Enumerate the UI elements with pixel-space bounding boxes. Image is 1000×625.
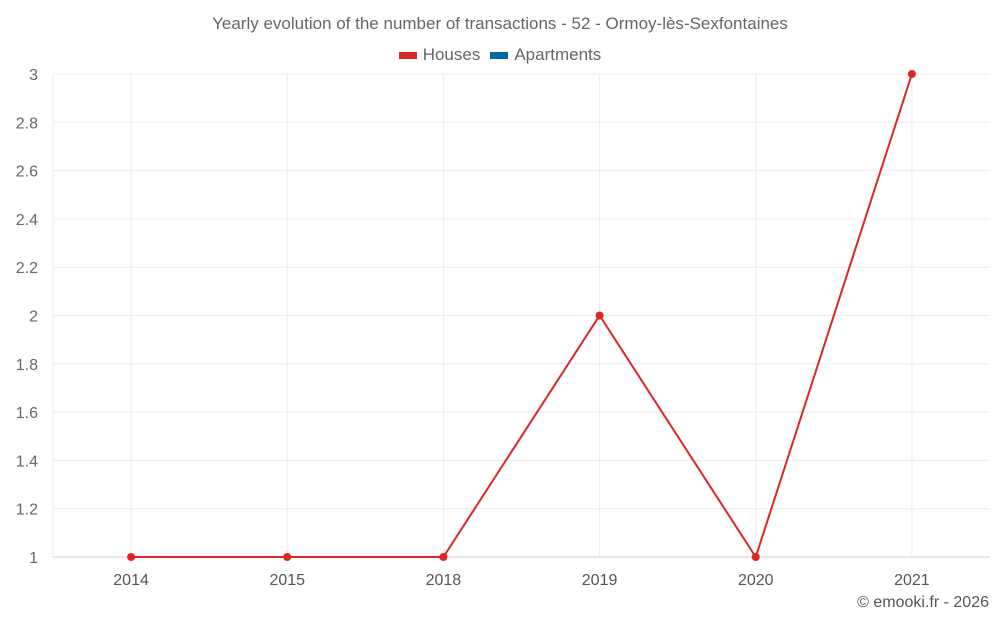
chart-title: Yearly evolution of the number of transa… bbox=[212, 14, 788, 33]
legend-label-apartments: Apartments bbox=[514, 45, 602, 64]
y-tick-label: 3 bbox=[29, 67, 38, 84]
legend-label-houses: Houses bbox=[422, 45, 481, 64]
data-point bbox=[127, 553, 136, 561]
credit: © emooki.fr - 2026 bbox=[857, 594, 989, 611]
x-tick-label: 2021 bbox=[894, 572, 930, 589]
data-point bbox=[751, 553, 760, 561]
x-tick-label: 2018 bbox=[426, 572, 462, 589]
data-point bbox=[907, 70, 916, 78]
legend-item-houses[interactable]: Houses bbox=[398, 45, 481, 65]
legend: Houses Apartments bbox=[0, 45, 1000, 65]
y-tick-label: 2.2 bbox=[16, 260, 38, 277]
x-tick-label: 2019 bbox=[582, 572, 618, 589]
y-tick-label: 2.4 bbox=[16, 212, 38, 229]
data-point bbox=[595, 311, 604, 320]
data-point bbox=[439, 553, 448, 561]
y-tick-label: 1.2 bbox=[16, 502, 38, 519]
x-tick-label: 2020 bbox=[738, 572, 774, 589]
y-tick-label: 1.4 bbox=[16, 453, 38, 470]
y-tick-label: 2.6 bbox=[16, 164, 38, 181]
data-point bbox=[283, 553, 292, 561]
x-tick-label: 2014 bbox=[113, 572, 149, 589]
legend-item-apartments[interactable]: Apartments bbox=[490, 45, 601, 65]
y-tick-label: 2 bbox=[29, 309, 38, 326]
y-tick-label: 1.6 bbox=[16, 405, 38, 422]
y-tick-label: 1 bbox=[29, 550, 38, 567]
y-tick-label: 1.8 bbox=[16, 357, 38, 374]
houses-swatch bbox=[398, 51, 417, 59]
apartments-swatch bbox=[490, 51, 509, 59]
x-tick-label: 2015 bbox=[269, 572, 305, 589]
y-tick-label: 2.8 bbox=[16, 115, 38, 132]
series-line-houses bbox=[131, 73, 913, 560]
